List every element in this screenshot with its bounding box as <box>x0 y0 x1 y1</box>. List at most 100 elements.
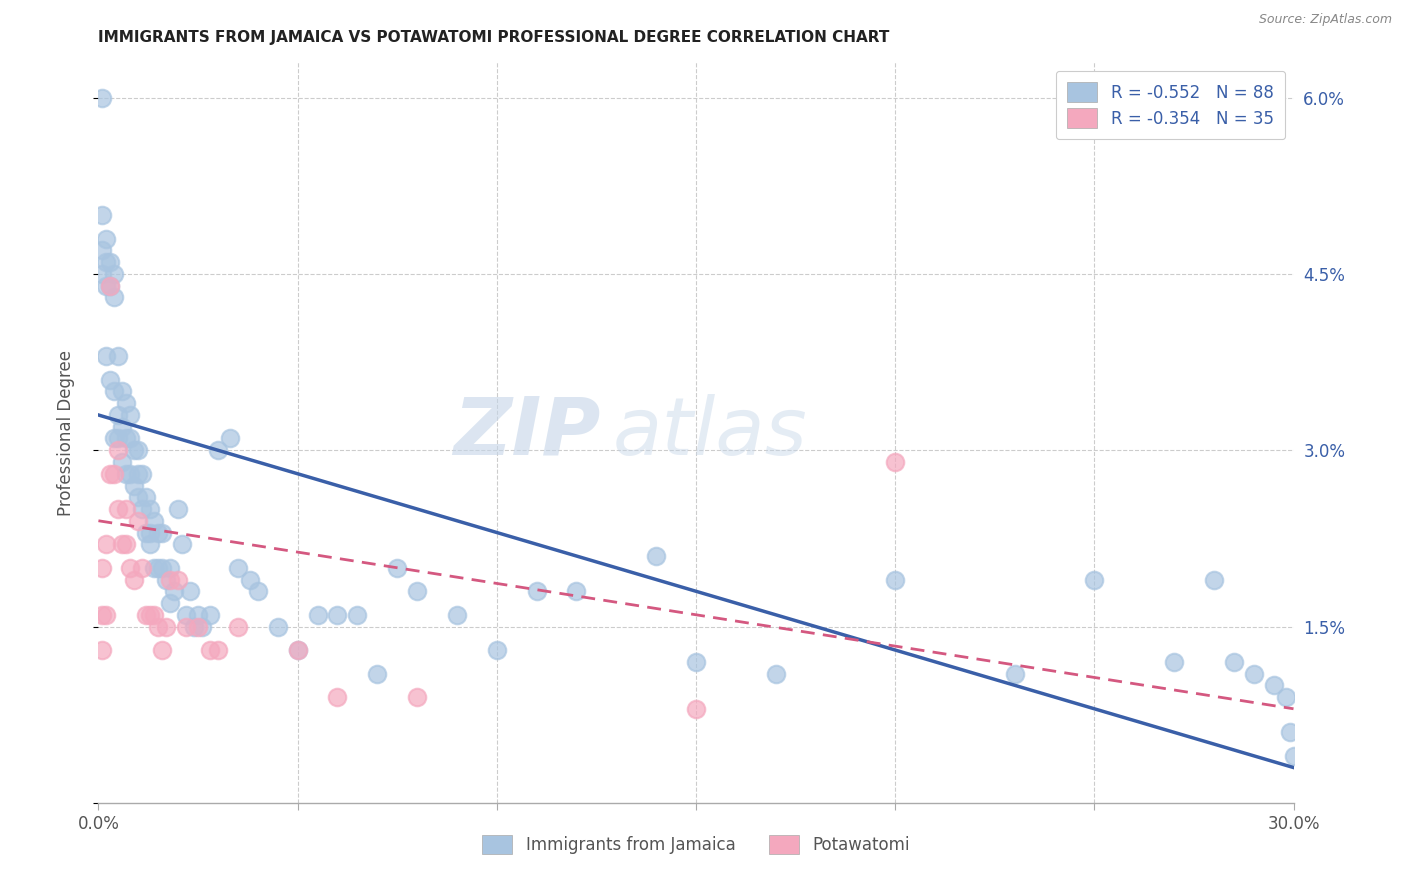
Point <box>226 619 249 633</box>
Point <box>179 584 201 599</box>
Point <box>565 584 588 599</box>
Text: Source: ZipAtlas.com: Source: ZipAtlas.com <box>1258 13 1392 27</box>
Point <box>406 584 429 599</box>
Point <box>150 561 173 575</box>
Point <box>155 573 177 587</box>
Point <box>174 619 197 633</box>
Point <box>139 525 162 540</box>
Point <box>1004 666 1026 681</box>
Point <box>96 349 118 363</box>
Point <box>191 619 214 633</box>
Text: IMMIGRANTS FROM JAMAICA VS POTAWATOMI PROFESSIONAL DEGREE CORRELATION CHART: IMMIGRANTS FROM JAMAICA VS POTAWATOMI PR… <box>98 29 890 45</box>
Point <box>406 690 429 704</box>
Point <box>1282 748 1305 763</box>
Point <box>124 478 146 492</box>
Point <box>98 255 122 269</box>
Point <box>96 537 118 551</box>
Point <box>159 596 181 610</box>
Point <box>159 573 181 587</box>
Point <box>163 584 186 599</box>
Point <box>150 525 173 540</box>
Point <box>159 561 181 575</box>
Point <box>120 467 142 481</box>
Point <box>148 619 170 633</box>
Point <box>115 432 138 446</box>
Point <box>346 607 368 622</box>
Point <box>139 502 162 516</box>
Point <box>1202 573 1225 587</box>
Point <box>91 561 114 575</box>
Point <box>219 432 242 446</box>
Point <box>226 561 249 575</box>
Point <box>98 373 122 387</box>
Point <box>103 467 125 481</box>
Point <box>135 490 157 504</box>
Point <box>96 278 118 293</box>
Point <box>187 607 209 622</box>
Point <box>91 91 114 105</box>
Point <box>526 584 548 599</box>
Point <box>103 290 125 304</box>
Point <box>246 584 269 599</box>
Point <box>172 537 194 551</box>
Point <box>1274 690 1296 704</box>
Point <box>127 490 149 504</box>
Point <box>143 561 166 575</box>
Point <box>207 643 229 657</box>
Point <box>287 643 309 657</box>
Point <box>1163 655 1185 669</box>
Point <box>326 690 349 704</box>
Point <box>91 267 114 281</box>
Point <box>485 643 508 657</box>
Point <box>98 278 122 293</box>
Point <box>1083 573 1105 587</box>
Point <box>111 455 134 469</box>
Point <box>103 267 125 281</box>
Point <box>91 643 114 657</box>
Point <box>135 525 157 540</box>
Point <box>131 561 153 575</box>
Point <box>103 384 125 399</box>
Point <box>103 432 125 446</box>
Point <box>91 607 114 622</box>
Point <box>124 573 146 587</box>
Point <box>198 643 221 657</box>
Point <box>91 244 114 258</box>
Point <box>131 502 153 516</box>
Text: atlas: atlas <box>613 393 807 472</box>
Point <box>884 573 907 587</box>
Point <box>287 643 309 657</box>
Point <box>111 384 134 399</box>
Point <box>198 607 221 622</box>
Point <box>1263 678 1285 692</box>
Point <box>135 607 157 622</box>
Point <box>96 255 118 269</box>
Point <box>96 607 118 622</box>
Point <box>174 607 197 622</box>
Point <box>685 655 707 669</box>
Point <box>107 408 129 422</box>
Point <box>326 607 349 622</box>
Text: ZIP: ZIP <box>453 393 600 472</box>
Point <box>124 443 146 458</box>
Point <box>120 408 142 422</box>
Point <box>446 607 468 622</box>
Point <box>107 432 129 446</box>
Point <box>115 396 138 410</box>
Point <box>139 537 162 551</box>
Point <box>143 514 166 528</box>
Point <box>127 514 149 528</box>
Point <box>98 467 122 481</box>
Point <box>884 455 907 469</box>
Point <box>148 561 170 575</box>
Point <box>307 607 329 622</box>
Point <box>1223 655 1246 669</box>
Point <box>111 419 134 434</box>
Point <box>115 502 138 516</box>
Point <box>150 643 173 657</box>
Point <box>107 349 129 363</box>
Point <box>98 278 122 293</box>
Point <box>115 537 138 551</box>
Point <box>96 232 118 246</box>
Point <box>131 467 153 481</box>
